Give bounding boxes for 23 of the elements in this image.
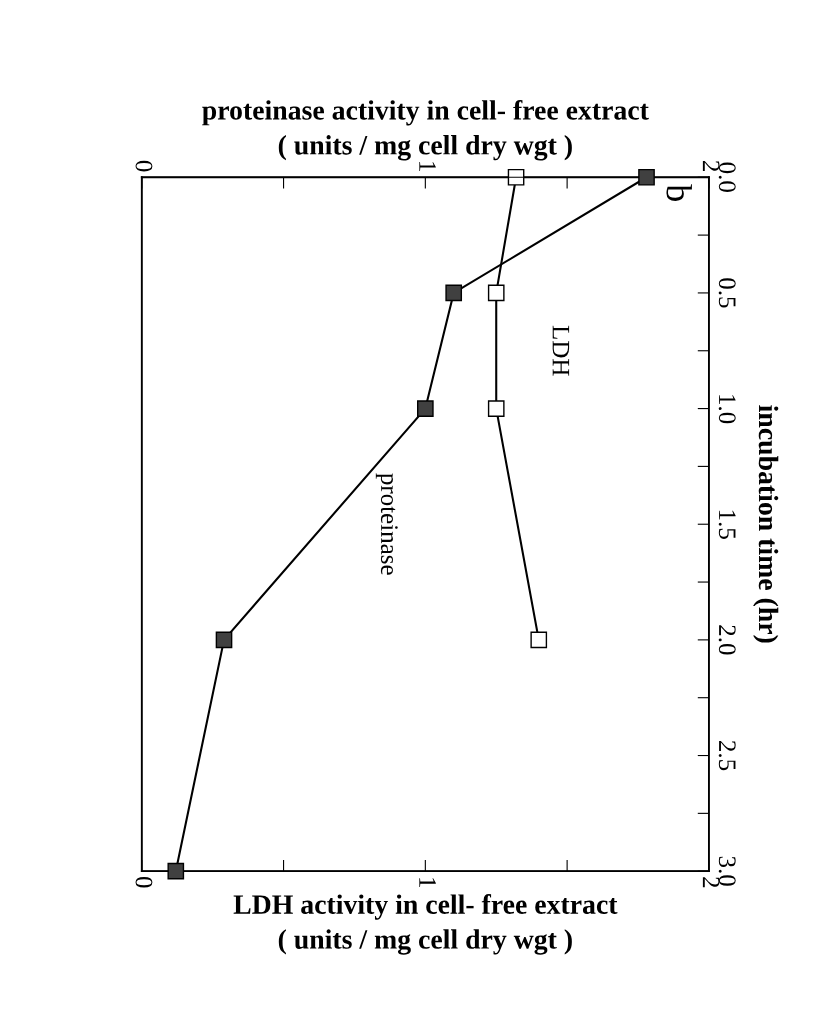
x2-tick-label: 2: [702, 161, 720, 172]
text: LDH: [552, 325, 570, 376]
x-axis-title: LDH activity in cell- free extract ( units / mg cell dry wgt ): [233, 894, 618, 955]
point: [487, 400, 505, 417]
y-tick-label: 2.5: [718, 741, 736, 771]
point: [487, 284, 505, 302]
text: proteinase: [375, 473, 398, 575]
point: [530, 631, 548, 649]
y-tick-label: 0.0: [718, 162, 736, 192]
y-axis-title: incubation time (hr): [753, 405, 779, 643]
y-tick-label: 1.5: [718, 510, 736, 539]
x2-tick-label: 1: [419, 162, 436, 171]
point: [507, 168, 525, 186]
y-tick-label: 2.0: [718, 625, 736, 655]
x-tick-label: 1: [419, 878, 436, 888]
y-tick-label: 0.5: [718, 278, 736, 308]
y-tick-label: 1.0: [718, 395, 736, 424]
x2-tick-label: 0: [135, 160, 153, 172]
y-tick-label: 3.0: [718, 856, 736, 886]
x-tick-label: 2: [702, 877, 720, 888]
annotation: b: [666, 184, 692, 201]
x2-axis-title: proteinase activity in cell- free extract ( units / mg cell dry wgt ): [202, 99, 649, 161]
x-tick-label: 0: [135, 876, 153, 888]
